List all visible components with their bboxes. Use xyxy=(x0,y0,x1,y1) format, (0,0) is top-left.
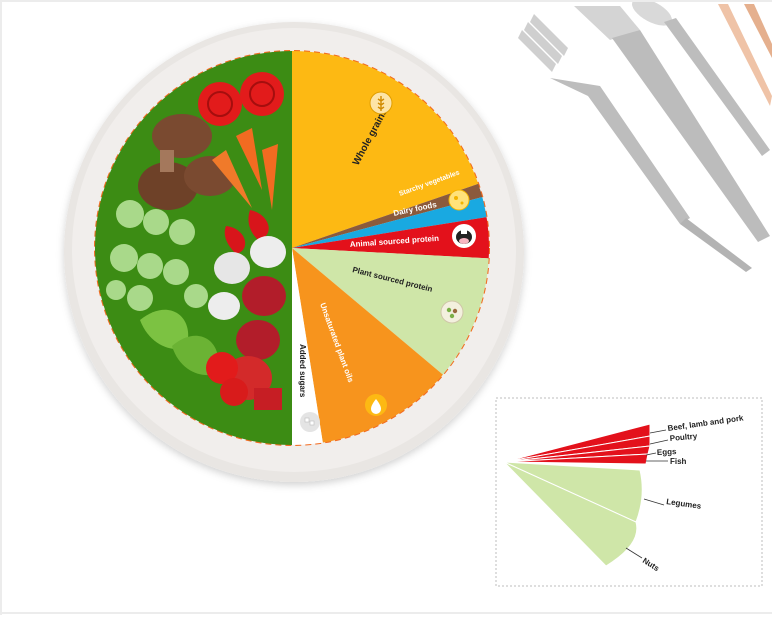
frame-edge-left xyxy=(0,0,2,615)
breakdown-wedges xyxy=(503,423,651,567)
fish-slice xyxy=(503,453,649,465)
knife-handle xyxy=(612,30,770,242)
chilli-illustration xyxy=(224,210,269,254)
sugar-icon xyxy=(300,412,320,432)
plant-sourced-protein-wedge xyxy=(292,248,489,382)
wheat-icon xyxy=(369,91,393,115)
added-sugars-label: Added sugars xyxy=(298,344,307,398)
knife-blade xyxy=(574,6,640,40)
breakdown-leader-lines xyxy=(625,429,669,559)
chopsticks xyxy=(718,4,772,106)
fish-label: Fish xyxy=(670,457,687,466)
tomato-illustration xyxy=(198,72,284,126)
frame-edge-bottom xyxy=(0,612,772,614)
garlic-illustration xyxy=(208,236,286,320)
eggs-label: Eggs xyxy=(657,447,678,457)
legumes-label: Legumes xyxy=(666,497,703,511)
dairy-foods-wedge xyxy=(292,194,489,248)
nuts-slice xyxy=(503,461,638,567)
fork-handle xyxy=(680,218,752,272)
fork-tines xyxy=(518,14,568,72)
wedges-group xyxy=(292,51,489,445)
protein-breakdown-panel: Beef, lamb and pork Poultry Eggs Fish Le… xyxy=(495,397,763,587)
spoon-handle xyxy=(664,18,770,156)
chopstick-1 xyxy=(718,4,772,106)
chopstick-2 xyxy=(744,4,772,58)
fork xyxy=(518,14,752,272)
nuts-label: Nuts xyxy=(641,556,661,573)
breakdown-dashed-box xyxy=(495,397,763,587)
apple-illustration xyxy=(206,352,248,406)
spoon xyxy=(632,0,770,156)
starchy-vegetables-wedge xyxy=(292,180,489,248)
fork-neck xyxy=(550,78,690,224)
cheese-icon xyxy=(448,189,470,211)
broccoli-illustration xyxy=(106,200,208,311)
spoon-bowl xyxy=(632,0,672,26)
frame-edge-top xyxy=(0,0,772,2)
whole-grains-wedge xyxy=(292,51,489,248)
poultry-label: Poultry xyxy=(669,432,698,443)
animal-sourced-protein-wedge xyxy=(292,215,489,259)
added-sugars-wedge xyxy=(292,248,325,445)
beef-lamb-pork-label: Beef, lamb and pork xyxy=(667,413,745,433)
unsaturated-plant-oils-wedge xyxy=(292,248,452,445)
cow-icon xyxy=(452,224,476,248)
oil-drop-icon xyxy=(365,394,387,416)
cutlery xyxy=(518,0,772,272)
carrot-illustration xyxy=(212,128,278,210)
plate: Whole grains Starchy vegetables Dairy fo… xyxy=(64,22,524,482)
knife xyxy=(574,6,770,242)
beans-icon xyxy=(440,300,464,324)
